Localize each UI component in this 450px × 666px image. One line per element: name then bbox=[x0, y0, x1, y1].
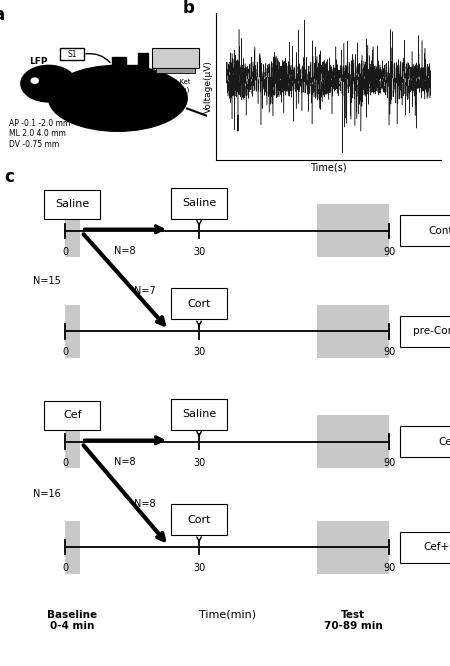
Text: 0: 0 bbox=[62, 246, 68, 256]
Bar bbox=[400, 316, 450, 347]
Text: 0: 0 bbox=[62, 458, 68, 468]
Text: 90: 90 bbox=[383, 347, 395, 357]
Text: Cef+Cort: Cef+Cort bbox=[423, 542, 450, 552]
Text: Cef: Cef bbox=[439, 437, 450, 447]
Text: Time(min): Time(min) bbox=[198, 609, 256, 619]
Bar bbox=[171, 288, 227, 320]
Text: 30: 30 bbox=[193, 563, 205, 573]
Text: Saline: Saline bbox=[55, 199, 90, 209]
FancyBboxPatch shape bbox=[60, 49, 84, 60]
Bar bbox=[400, 426, 450, 458]
Circle shape bbox=[31, 78, 38, 83]
Bar bbox=[317, 416, 389, 468]
Text: Test
70-89 min: Test 70-89 min bbox=[324, 609, 382, 631]
Bar bbox=[44, 190, 100, 218]
Text: N=16: N=16 bbox=[33, 490, 61, 500]
Text: Saline: Saline bbox=[182, 409, 216, 419]
Text: Cef: Cef bbox=[63, 410, 81, 420]
Text: 90: 90 bbox=[383, 458, 395, 468]
Bar bbox=[65, 204, 80, 257]
Y-axis label: Voltage(μV): Voltage(μV) bbox=[204, 60, 213, 113]
Bar bbox=[65, 521, 80, 573]
X-axis label: Time(s): Time(s) bbox=[310, 163, 347, 172]
Text: N=15: N=15 bbox=[33, 276, 61, 286]
Text: Saline: Saline bbox=[182, 198, 216, 208]
Ellipse shape bbox=[21, 65, 76, 102]
Bar bbox=[156, 67, 195, 73]
Text: pre-Cort/Cort: pre-Cort/Cort bbox=[413, 326, 450, 336]
Text: Cort: Cort bbox=[187, 515, 211, 525]
Text: N=8: N=8 bbox=[114, 246, 136, 256]
Text: 30: 30 bbox=[193, 246, 205, 256]
Bar bbox=[317, 521, 389, 573]
Bar bbox=[400, 215, 450, 246]
Text: Control: Control bbox=[428, 226, 450, 236]
Text: N=7: N=7 bbox=[134, 286, 156, 296]
Text: AP -0.1 -2.0 mm
ML 2.0 4.0 mm
DV -0.75 mm: AP -0.1 -2.0 mm ML 2.0 4.0 mm DV -0.75 m… bbox=[9, 119, 70, 149]
Bar bbox=[65, 416, 80, 468]
Bar bbox=[171, 504, 227, 535]
Text: S1: S1 bbox=[68, 50, 77, 59]
Bar bbox=[152, 49, 199, 67]
Bar bbox=[171, 398, 227, 430]
Text: Baseline
0-4 min: Baseline 0-4 min bbox=[47, 609, 97, 631]
Text: LFP: LFP bbox=[29, 57, 48, 66]
Bar bbox=[400, 531, 450, 563]
Text: 0: 0 bbox=[62, 563, 68, 573]
Text: Cort: Cort bbox=[187, 299, 211, 309]
Text: 90: 90 bbox=[383, 563, 395, 573]
Bar bbox=[317, 305, 389, 358]
Text: N=8: N=8 bbox=[134, 500, 156, 509]
Text: N=8: N=8 bbox=[114, 457, 136, 467]
Bar bbox=[171, 188, 227, 218]
Bar bbox=[138, 53, 148, 77]
Text: a: a bbox=[0, 6, 4, 24]
Text: 90: 90 bbox=[383, 246, 395, 256]
Bar bbox=[112, 57, 126, 72]
Ellipse shape bbox=[49, 65, 187, 131]
Text: b: b bbox=[182, 0, 194, 17]
Text: c: c bbox=[4, 168, 14, 186]
Text: 0: 0 bbox=[62, 347, 68, 357]
Text: Med+Ket
(anesth): Med+Ket (anesth) bbox=[159, 79, 191, 93]
Bar bbox=[65, 305, 80, 358]
Text: 30: 30 bbox=[193, 458, 205, 468]
Bar bbox=[317, 204, 389, 257]
Text: 30: 30 bbox=[193, 347, 205, 357]
Bar bbox=[44, 401, 100, 430]
